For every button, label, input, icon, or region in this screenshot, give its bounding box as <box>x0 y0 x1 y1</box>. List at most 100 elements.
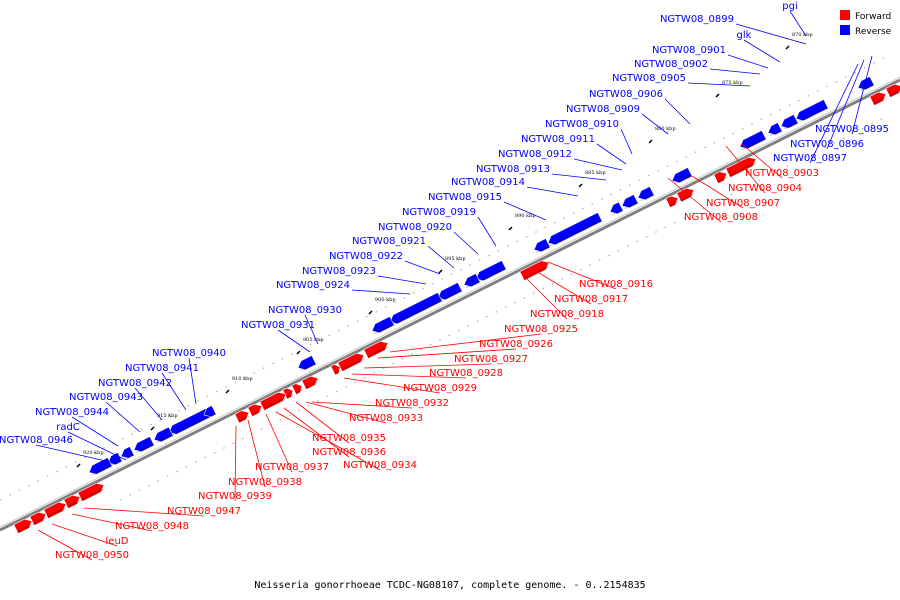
tick-label: 890 kbp <box>515 213 536 219</box>
gene-label-radc: radC <box>56 422 80 433</box>
leader-line <box>503 201 547 221</box>
leader-line <box>789 10 807 37</box>
gene-arrow <box>463 273 481 288</box>
gene-arrow <box>291 383 303 395</box>
forward-gene-14 <box>234 410 251 424</box>
reverse-gene-1 <box>780 114 799 130</box>
gene-shadow <box>170 413 213 436</box>
gene-label-ngtw08_0910: NGTW08_0910 <box>545 119 619 130</box>
leader-line <box>547 261 617 290</box>
leader-line <box>105 401 141 433</box>
gene-label-ngtw08_0942: NGTW08_0942 <box>98 378 172 389</box>
tick-mark <box>150 426 155 431</box>
reverse-labels: NGTW08_0899 pgi glk NGTW08_0901 NGTW08_0902 N… <box>0 1 889 463</box>
gene-shadow <box>535 244 551 254</box>
leader-line <box>551 173 607 181</box>
forward-gene-20 <box>869 91 888 106</box>
reverse-track-dots <box>0 54 891 501</box>
forward-gene-10 <box>282 387 295 400</box>
gene-shadow <box>679 193 696 203</box>
gene-arrow <box>547 212 603 246</box>
gene-label-ngtw08_0934: NGTW08_0934 <box>343 460 417 471</box>
gene-label-ngtw08_0904: NGTW08_0904 <box>728 183 802 194</box>
gene-arrow <box>739 130 767 150</box>
forward-gene-13 <box>247 403 264 417</box>
gene-label-ngtw08_0946: NGTW08_0946 <box>0 435 73 446</box>
gene-shadow <box>797 105 829 123</box>
leader-line <box>389 333 542 353</box>
tick-label: 875 kbp <box>722 80 743 86</box>
gene-shadow <box>250 409 264 417</box>
gene-arrow <box>533 238 551 253</box>
gene-label-ngtw08_0932: NGTW08_0932 <box>375 398 449 409</box>
reverse-gene-9 <box>547 212 603 247</box>
gene-label-ngtw08_0896: NGTW08_0896 <box>790 139 864 150</box>
gene-arrow <box>43 501 67 519</box>
gene-arrow <box>363 340 389 359</box>
leader-line <box>709 68 761 75</box>
reverse-gene-21 <box>88 457 113 476</box>
gene-label-ngtw08_0926: NGTW08_0926 <box>479 339 553 350</box>
reverse-gene-0 <box>795 99 829 123</box>
gene-shadow <box>391 298 443 326</box>
gene-arrow <box>120 446 135 459</box>
leader-line <box>826 59 865 150</box>
gene-shadow <box>741 136 767 151</box>
leader-line <box>851 55 873 135</box>
leader-line <box>351 373 467 379</box>
gene-label-ngtw08_0905: NGTW08_0905 <box>612 73 686 84</box>
gene-label-ngtw08_0909: NGTW08_0909 <box>566 104 640 115</box>
gene-shadow <box>304 381 320 390</box>
leader-line <box>351 289 411 295</box>
leader-line <box>691 175 744 209</box>
leader-line <box>727 54 769 69</box>
leader-line <box>277 329 311 353</box>
reverse-gene-11 <box>463 273 481 289</box>
forward-gene-17 <box>43 501 68 519</box>
reverse-gene-6 <box>621 194 639 210</box>
forward-gene-18 <box>29 511 48 526</box>
reverse-gene-18 <box>133 436 155 454</box>
leader-line <box>377 348 517 359</box>
gene-shadow <box>122 452 135 460</box>
gene-shadow <box>366 346 390 359</box>
gene-label-ngtw08_0911: NGTW08_0911 <box>521 134 595 145</box>
gene-arrow <box>795 99 829 122</box>
backbone-line <box>0 78 900 532</box>
gene-label-ngtw08_0924: NGTW08_0924 <box>276 280 350 291</box>
ticks-group: 870 kbp 875 kbp 880 kbp 885 kbp 890 kbp 895 k… <box>76 32 813 468</box>
leader-line <box>283 407 350 458</box>
leader-line <box>134 387 163 421</box>
gene-shadow <box>439 288 463 302</box>
gene-label-ngtw08_0922: NGTW08_0922 <box>329 251 403 262</box>
forward-labels: NGTW08_0903 NGTW08_0904 NGTW08_0907 NGTW08_… <box>37 143 819 561</box>
gene-label-ngtw08_0933: NGTW08_0933 <box>349 413 423 424</box>
tick-mark <box>785 45 790 50</box>
forward-gene-7 <box>330 363 342 376</box>
gene-label-ngtw08_0941: NGTW08_0941 <box>125 363 199 374</box>
leader-line <box>71 416 119 447</box>
gene-arrow <box>885 83 900 98</box>
leader-line <box>311 401 413 409</box>
gene-arrow <box>330 363 341 376</box>
gene-arrow <box>234 410 250 424</box>
gene-label-ngtw08_0935: NGTW08_0935 <box>312 433 386 444</box>
leader-line <box>35 444 111 463</box>
gene-label-glk: glk <box>737 30 752 41</box>
gene-shadow <box>782 120 799 130</box>
gene-arrow <box>780 114 799 129</box>
gene-label-ngtw08_0938: NGTW08_0938 <box>228 477 302 488</box>
gene-shadow <box>294 389 304 395</box>
tick-mark <box>648 139 653 144</box>
forward-gene-9 <box>291 383 304 395</box>
leader-line <box>234 425 237 502</box>
leader-line <box>377 275 427 285</box>
gene-label-ngtw08_0917: NGTW08_0917 <box>554 294 628 305</box>
gene-shadow <box>477 266 507 283</box>
gene-arrow <box>671 167 693 184</box>
leader-line <box>620 128 633 155</box>
gene-shadow <box>155 433 174 444</box>
gene-shadow <box>549 218 603 247</box>
tick-label: 885 kbp <box>585 170 606 176</box>
